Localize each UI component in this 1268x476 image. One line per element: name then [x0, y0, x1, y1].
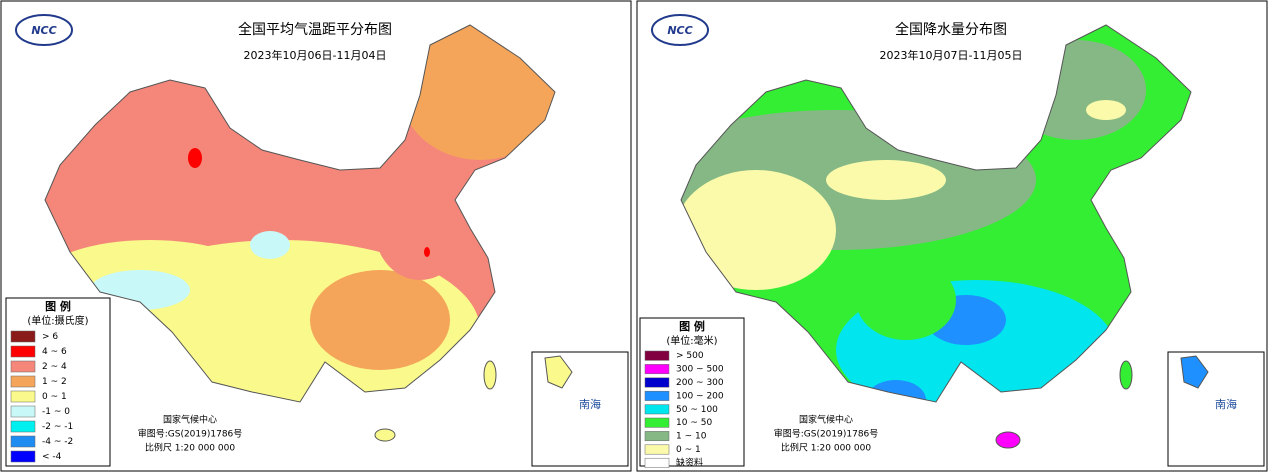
legend-title: 图 例	[45, 299, 71, 313]
title: 全国平均气温距平分布图	[238, 21, 392, 38]
legend-swatch	[10, 405, 36, 418]
footer-text: 比例尺 1:20 000 000	[781, 442, 871, 454]
legend-label: 10 ~ 50	[676, 418, 712, 428]
footer-text: 审图号:GS(2019)1786号	[774, 428, 879, 440]
legend-unit: (单位:摄氏度)	[27, 314, 88, 327]
legend-label: 50 ~ 100	[676, 405, 718, 415]
legend-label: > 6	[42, 332, 58, 342]
logo	[15, 14, 73, 46]
legend-swatch	[10, 435, 36, 448]
legend-label: 4 ~ 6	[42, 347, 67, 357]
border	[44, 24, 556, 403]
legend-swatch	[644, 457, 670, 468]
island	[1119, 360, 1133, 390]
footer-text: 审图号:GS(2019)1786号	[138, 428, 243, 440]
legend-label: 100 ~ 200	[676, 391, 724, 401]
legend-label: 1 ~ 10	[676, 432, 707, 442]
legend-swatch	[10, 345, 36, 358]
subtitle: 2023年10月07日-11月05日	[880, 48, 1023, 62]
legend-label: 2 ~ 4	[42, 362, 67, 372]
legend-swatch	[644, 444, 670, 455]
legend-swatch	[644, 431, 670, 442]
inset-land	[544, 355, 573, 389]
legend-swatch	[644, 390, 670, 401]
legend-label: 0 ~ 1	[42, 392, 67, 402]
inset-land	[1180, 355, 1209, 389]
logo-text: NCC	[667, 24, 692, 37]
legend-swatch	[10, 330, 36, 343]
footer-text: 国家气候中心	[799, 414, 853, 426]
legend-swatch	[10, 450, 36, 463]
island	[374, 428, 396, 442]
logo	[651, 14, 709, 46]
legend-swatch	[644, 364, 670, 375]
island	[483, 360, 497, 390]
subtitle: 2023年10月06日-11月04日	[244, 48, 387, 62]
legend-swatch	[10, 375, 36, 388]
legend-swatch	[10, 390, 36, 403]
legend-swatch	[644, 350, 670, 361]
legend-swatch	[644, 417, 670, 428]
legend-swatch	[10, 420, 36, 433]
legend-label: 0 ~ 1	[676, 445, 701, 455]
title: 全国降水量分布图	[895, 21, 1007, 38]
legend-label: 缺资料	[676, 456, 703, 468]
legend-label: 1 ~ 2	[42, 377, 67, 387]
footer-text: 比例尺 1:20 000 000	[145, 442, 235, 454]
inset-label: 南海	[1215, 397, 1237, 411]
legend-label: -2 ~ -1	[42, 422, 73, 432]
border	[680, 24, 1192, 403]
logo-text: NCC	[31, 24, 56, 37]
legend-label: > 500	[676, 351, 704, 361]
legend-swatch	[644, 377, 670, 388]
legend-label: 300 ~ 500	[676, 365, 724, 375]
footer-text: 国家气候中心	[163, 414, 217, 426]
legend-label: < -4	[42, 452, 62, 462]
legend-swatch	[10, 360, 36, 373]
legend-unit: (单位:毫米)	[666, 334, 717, 347]
island	[995, 431, 1021, 449]
legend-label: 200 ~ 300	[676, 378, 724, 388]
legend-swatch	[644, 404, 670, 415]
legend-title: 图 例	[679, 319, 705, 333]
legend-label: -4 ~ -2	[42, 437, 73, 447]
legend-label: -1 ~ 0	[42, 407, 70, 417]
inset-label: 南海	[579, 397, 601, 411]
